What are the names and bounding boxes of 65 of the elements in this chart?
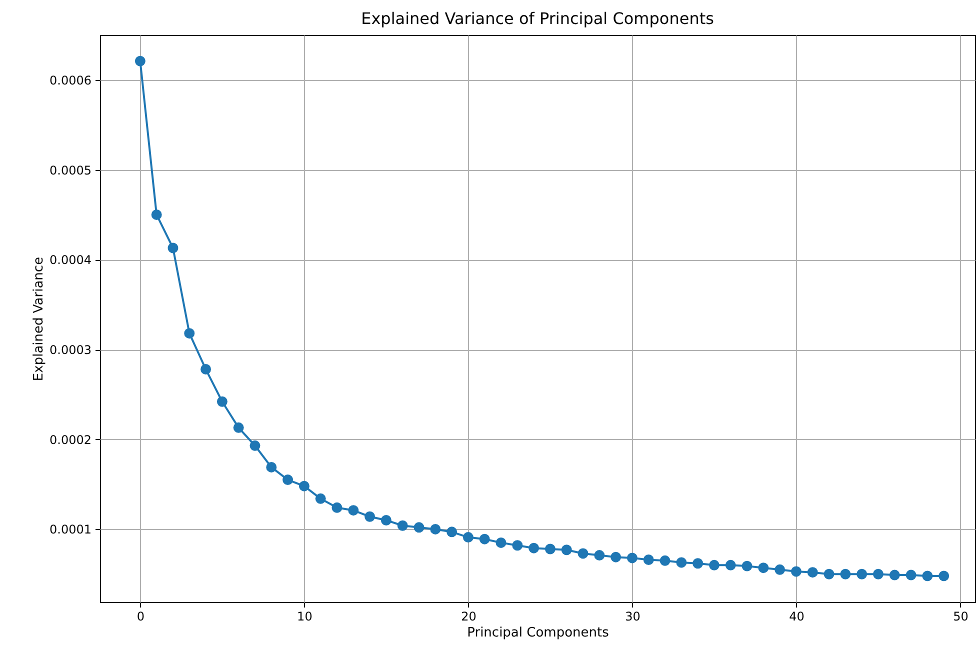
- x-tick-label: 0: [136, 610, 145, 624]
- point: [742, 560, 752, 572]
- point: [643, 554, 654, 565]
- x-tick-label: 40: [789, 610, 804, 624]
- y-tick-label: 0.0002: [50, 432, 92, 447]
- point: [528, 542, 540, 554]
- point: [906, 570, 916, 580]
- point: [856, 568, 868, 580]
- y-tick-label: 0.0005: [50, 163, 92, 178]
- point: [315, 493, 326, 504]
- point: [151, 209, 162, 220]
- point: [184, 328, 195, 339]
- point: [200, 364, 212, 375]
- point: [708, 560, 720, 570]
- point: [824, 568, 834, 580]
- point: [725, 560, 736, 570]
- point: [872, 568, 884, 580]
- point: [578, 548, 588, 559]
- point: [512, 540, 523, 551]
- point: [348, 505, 359, 516]
- point: [282, 474, 294, 486]
- x-tick-label: 30: [625, 610, 640, 624]
- point: [332, 502, 342, 513]
- y-axis-title: Explained Variance: [32, 256, 47, 382]
- point: [758, 562, 769, 574]
- x-tick-label: 50: [953, 610, 968, 624]
- point: [922, 570, 933, 582]
- point: [430, 524, 441, 534]
- y-tick-label: 0.0006: [50, 73, 92, 88]
- point: [414, 522, 424, 533]
- chart-title: Explained Variance of Principal Components: [361, 9, 714, 28]
- point: [840, 568, 851, 580]
- point: [134, 56, 146, 66]
- y-tick-label: 0.0004: [50, 253, 92, 268]
- point: [364, 511, 376, 522]
- point: [250, 440, 260, 451]
- y-tick-label: 0.0003: [50, 343, 92, 357]
- point: [774, 564, 786, 575]
- point: [233, 422, 244, 433]
- point: [790, 566, 802, 577]
- point: [561, 544, 572, 556]
- point: [397, 520, 408, 531]
- x-axis-title: Principal Components: [467, 626, 610, 640]
- point: [807, 567, 818, 578]
- point: [660, 555, 670, 566]
- point: [479, 534, 490, 544]
- point: [610, 552, 622, 562]
- x-tick-label: 20: [461, 610, 476, 624]
- point: [544, 544, 556, 554]
- point: [626, 552, 638, 564]
- point: [446, 526, 458, 538]
- point: [462, 532, 474, 543]
- y-tick-label: 0.0001: [50, 522, 92, 537]
- point: [380, 514, 392, 526]
- point: [216, 396, 228, 407]
- point: [676, 557, 687, 568]
- point: [938, 570, 950, 582]
- point: [692, 558, 704, 569]
- point: [298, 480, 310, 492]
- point: [889, 570, 900, 580]
- point: [496, 537, 506, 548]
- point: [168, 242, 178, 254]
- x-tick-label: 10: [297, 610, 312, 624]
- point: [266, 462, 277, 472]
- point: [594, 550, 605, 561]
